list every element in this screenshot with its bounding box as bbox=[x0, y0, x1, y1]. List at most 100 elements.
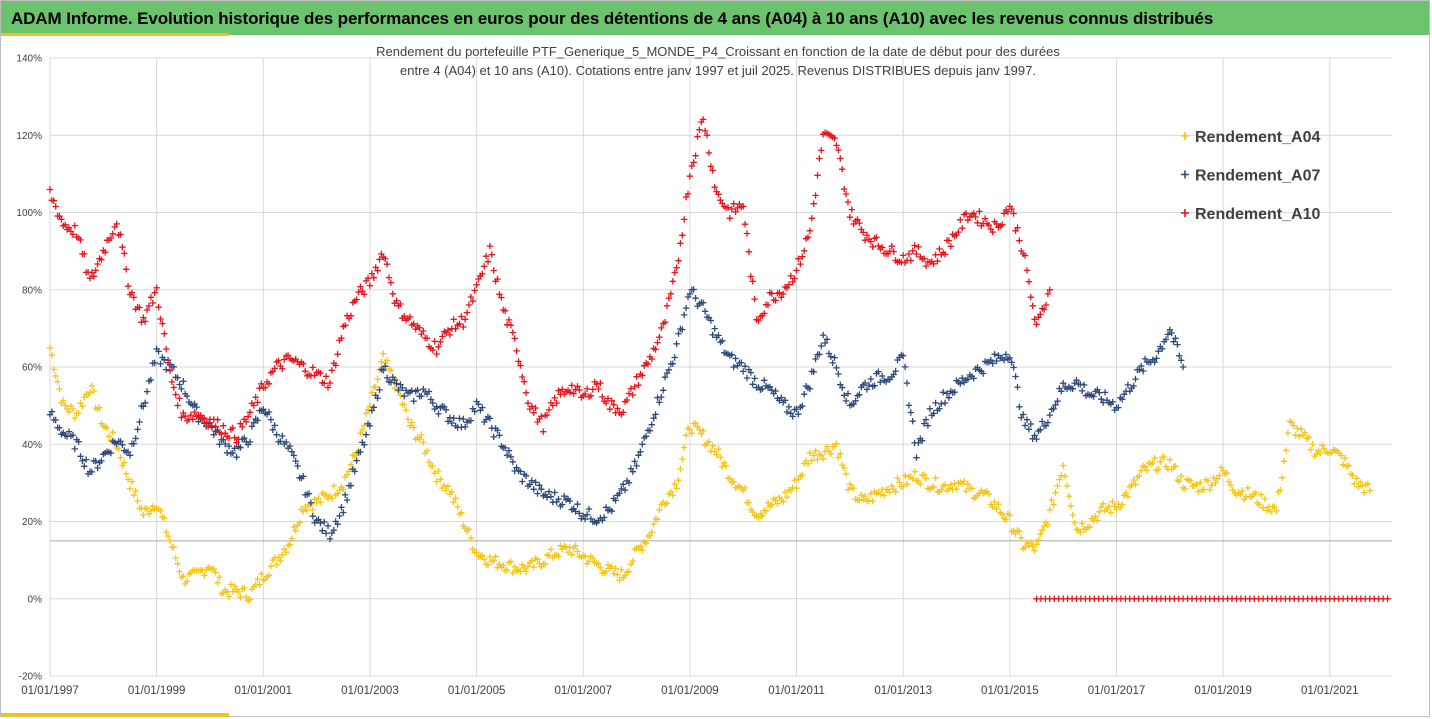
data-point-rendement-a10 bbox=[524, 400, 532, 407]
data-point-rendement-a10 bbox=[383, 261, 391, 268]
data-point-rendement-a10 bbox=[372, 264, 379, 271]
data-point-rendement-a07 bbox=[324, 522, 332, 530]
x-tick-label: 01/01/2013 bbox=[874, 685, 932, 697]
data-point-rendement-a04 bbox=[1018, 534, 1025, 541]
data-point-rendement-a04 bbox=[147, 507, 155, 515]
data-point-rendement-a10 bbox=[357, 283, 364, 290]
data-point-rendement-a04 bbox=[216, 573, 223, 581]
data-point-rendement-a10 bbox=[568, 382, 575, 389]
data-point-rendement-a10 bbox=[962, 210, 970, 217]
data-point-rendement-a04 bbox=[275, 554, 282, 561]
data-point-rendement-a07 bbox=[410, 398, 417, 405]
data-point-rendement-a04 bbox=[1077, 529, 1084, 536]
data-point-rendement-a04 bbox=[964, 481, 972, 488]
data-point-rendement-a04 bbox=[302, 503, 309, 510]
data-point-rendement-a04 bbox=[309, 506, 316, 514]
data-point-rendement-a07 bbox=[305, 490, 313, 497]
data-point-rendement-a10 bbox=[602, 399, 610, 407]
data-point-rendement-a07 bbox=[450, 414, 457, 422]
data-point-rendement-a04 bbox=[1267, 508, 1274, 515]
data-point-rendement-a04 bbox=[616, 576, 623, 584]
data-point-rendement-a04 bbox=[1279, 474, 1286, 481]
data-point-rendement-a10 bbox=[974, 219, 981, 226]
data-point-rendement-a07 bbox=[319, 527, 326, 534]
data-point-rendement-a07 bbox=[1058, 388, 1065, 395]
data-point-rendement-a07 bbox=[583, 511, 591, 518]
data-point-rendement-a04 bbox=[62, 402, 69, 409]
data-point-rendement-a04 bbox=[791, 476, 798, 484]
data-point-rendement-a07 bbox=[555, 495, 562, 503]
data-point-rendement-a07 bbox=[665, 366, 673, 373]
y-tick-label: 20% bbox=[22, 517, 42, 528]
data-point-rendement-a04 bbox=[212, 569, 219, 576]
data-point-rendement-a04 bbox=[1292, 432, 1299, 439]
data-point-rendement-a04 bbox=[894, 474, 901, 482]
data-point-rendement-a04 bbox=[1227, 481, 1234, 489]
data-point-rendement-a10 bbox=[366, 282, 374, 289]
data-point-rendement-a10 bbox=[863, 231, 871, 239]
data-point-rendement-a07 bbox=[728, 351, 735, 358]
data-point-rendement-a10 bbox=[1016, 237, 1023, 244]
data-point-rendement-a10 bbox=[844, 198, 852, 206]
data-point-rendement-a04 bbox=[842, 470, 850, 477]
data-point-rendement-a04 bbox=[164, 532, 172, 540]
data-point-rendement-a07 bbox=[768, 387, 775, 394]
data-point-rendement-a07 bbox=[941, 399, 949, 407]
data-point-rendement-a10 bbox=[654, 339, 661, 346]
data-point-rendement-a04 bbox=[1341, 455, 1349, 462]
data-point-rendement-a10 bbox=[149, 299, 156, 307]
data-point-rendement-a10 bbox=[208, 422, 216, 429]
data-point-rendement-a10 bbox=[189, 416, 196, 423]
data-point-rendement-a07 bbox=[1050, 405, 1057, 412]
data-point-rendement-a10 bbox=[543, 411, 551, 419]
data-point-rendement-a04 bbox=[1204, 477, 1212, 485]
data-point-rendement-a04 bbox=[835, 454, 842, 461]
data-point-rendement-a07 bbox=[650, 415, 657, 422]
data-point-rendement-a07 bbox=[841, 392, 848, 399]
data-point-rendement-a07 bbox=[1179, 363, 1187, 371]
data-point-rendement-a04 bbox=[243, 593, 250, 601]
data-point-rendement-a04 bbox=[1039, 527, 1046, 534]
data-point-rendement-a07 bbox=[223, 449, 231, 456]
data-point-rendement-a10 bbox=[484, 258, 492, 265]
data-point-rendement-a07 bbox=[566, 497, 574, 505]
data-point-rendement-a04 bbox=[962, 487, 970, 495]
data-point-rendement-a07 bbox=[957, 380, 964, 387]
data-point-rendement-a10 bbox=[532, 404, 539, 412]
data-point-rendement-a10 bbox=[553, 399, 560, 407]
data-point-rendement-a10 bbox=[364, 275, 372, 282]
data-point-rendement-a07 bbox=[690, 286, 697, 293]
data-point-rendement-a10 bbox=[58, 216, 65, 223]
data-point-rendement-a10 bbox=[423, 335, 431, 342]
data-point-rendement-a04 bbox=[530, 564, 537, 571]
data-point-rendement-a07 bbox=[79, 457, 86, 465]
data-point-rendement-a04 bbox=[1273, 507, 1280, 515]
data-point-rendement-a10 bbox=[376, 256, 383, 263]
data-point-rendement-a07 bbox=[340, 509, 347, 516]
data-point-rendement-a07 bbox=[1153, 355, 1160, 362]
x-tick-label: 01/01/2005 bbox=[448, 685, 506, 697]
data-point-rendement-a04 bbox=[1122, 489, 1130, 497]
data-point-rendement-a10 bbox=[623, 396, 631, 404]
data-point-rendement-a04 bbox=[1345, 462, 1352, 469]
x-tick-label: 01/01/2015 bbox=[981, 685, 1039, 697]
data-point-rendement-a10 bbox=[420, 327, 427, 335]
data-point-rendement-a04 bbox=[277, 557, 284, 564]
data-point-rendement-a10 bbox=[970, 210, 977, 217]
data-point-rendement-a10 bbox=[203, 419, 210, 426]
data-point-rendement-a10 bbox=[161, 330, 168, 337]
data-point-rendement-a10 bbox=[275, 357, 282, 364]
data-point-rendement-a07 bbox=[707, 317, 714, 324]
data-point-rendement-a10 bbox=[187, 411, 195, 419]
data-point-rendement-a07 bbox=[475, 401, 482, 408]
data-point-rendement-a07 bbox=[783, 408, 791, 416]
data-point-rendement-a04 bbox=[1002, 516, 1010, 523]
data-point-rendement-a10 bbox=[517, 362, 524, 369]
data-point-rendement-a10 bbox=[62, 221, 69, 228]
data-point-rendement-a10 bbox=[463, 309, 471, 316]
data-point-rendement-a10 bbox=[732, 208, 739, 216]
data-point-rendement-a04 bbox=[1319, 442, 1326, 449]
data-point-rendement-a04 bbox=[433, 478, 440, 485]
data-point-rendement-a10 bbox=[661, 319, 669, 326]
data-point-rendement-a04 bbox=[555, 553, 562, 560]
